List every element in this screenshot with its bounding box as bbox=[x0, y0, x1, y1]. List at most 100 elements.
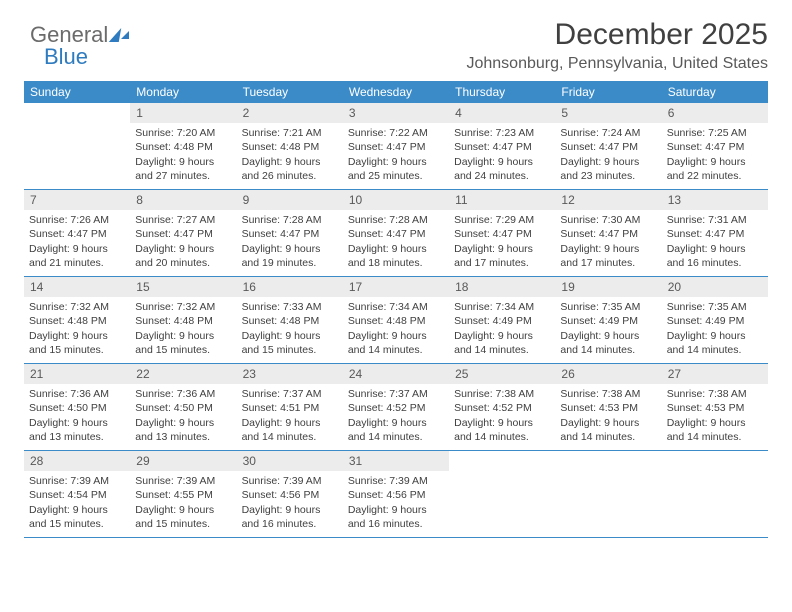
sunrise-text: Sunrise: 7:35 AM bbox=[560, 300, 656, 314]
day-content: Sunrise: 7:38 AMSunset: 4:53 PMDaylight:… bbox=[662, 384, 768, 449]
day-number: 22 bbox=[130, 364, 236, 384]
day-cell: 20Sunrise: 7:35 AMSunset: 4:49 PMDayligh… bbox=[662, 277, 768, 363]
daylight-text: Daylight: 9 hours and 17 minutes. bbox=[454, 242, 550, 270]
day-number: 9 bbox=[237, 190, 343, 210]
sunset-text: Sunset: 4:56 PM bbox=[242, 488, 338, 502]
day-content: Sunrise: 7:21 AMSunset: 4:48 PMDaylight:… bbox=[237, 123, 343, 188]
day-cell: 9Sunrise: 7:28 AMSunset: 4:47 PMDaylight… bbox=[237, 190, 343, 276]
day-cell: 1Sunrise: 7:20 AMSunset: 4:48 PMDaylight… bbox=[130, 103, 236, 189]
sunrise-text: Sunrise: 7:20 AM bbox=[135, 126, 231, 140]
sunset-text: Sunset: 4:49 PM bbox=[454, 314, 550, 328]
sunset-text: Sunset: 4:47 PM bbox=[29, 227, 125, 241]
day-content: Sunrise: 7:35 AMSunset: 4:49 PMDaylight:… bbox=[555, 297, 661, 362]
sunset-text: Sunset: 4:49 PM bbox=[667, 314, 763, 328]
sunrise-text: Sunrise: 7:22 AM bbox=[348, 126, 444, 140]
daylight-text: Daylight: 9 hours and 14 minutes. bbox=[560, 329, 656, 357]
sunrise-text: Sunrise: 7:37 AM bbox=[348, 387, 444, 401]
day-number: 4 bbox=[449, 103, 555, 123]
sunrise-text: Sunrise: 7:29 AM bbox=[454, 213, 550, 227]
daylight-text: Daylight: 9 hours and 15 minutes. bbox=[242, 329, 338, 357]
daylight-text: Daylight: 9 hours and 26 minutes. bbox=[242, 155, 338, 183]
day-number bbox=[555, 451, 661, 470]
sunset-text: Sunset: 4:49 PM bbox=[560, 314, 656, 328]
sunset-text: Sunset: 4:47 PM bbox=[667, 140, 763, 154]
sunrise-text: Sunrise: 7:34 AM bbox=[454, 300, 550, 314]
logo-triangle-icon bbox=[109, 28, 121, 42]
day-content: Sunrise: 7:33 AMSunset: 4:48 PMDaylight:… bbox=[237, 297, 343, 362]
weekday-header-row: SundayMondayTuesdayWednesdayThursdayFrid… bbox=[24, 81, 768, 103]
title-block: December 2025 Johnsonburg, Pennsylvania,… bbox=[24, 18, 768, 73]
daylight-text: Daylight: 9 hours and 14 minutes. bbox=[560, 416, 656, 444]
day-content: Sunrise: 7:36 AMSunset: 4:50 PMDaylight:… bbox=[24, 384, 130, 449]
day-content: Sunrise: 7:39 AMSunset: 4:56 PMDaylight:… bbox=[237, 471, 343, 536]
calendar: SundayMondayTuesdayWednesdayThursdayFrid… bbox=[24, 81, 768, 538]
day-content: Sunrise: 7:32 AMSunset: 4:48 PMDaylight:… bbox=[24, 297, 130, 362]
daylight-text: Daylight: 9 hours and 15 minutes. bbox=[135, 329, 231, 357]
daylight-text: Daylight: 9 hours and 22 minutes. bbox=[667, 155, 763, 183]
day-number: 3 bbox=[343, 103, 449, 123]
day-cell bbox=[662, 451, 768, 537]
day-cell: 19Sunrise: 7:35 AMSunset: 4:49 PMDayligh… bbox=[555, 277, 661, 363]
day-content: Sunrise: 7:34 AMSunset: 4:49 PMDaylight:… bbox=[449, 297, 555, 362]
day-content: Sunrise: 7:28 AMSunset: 4:47 PMDaylight:… bbox=[343, 210, 449, 275]
daylight-text: Daylight: 9 hours and 16 minutes. bbox=[667, 242, 763, 270]
daylight-text: Daylight: 9 hours and 19 minutes. bbox=[242, 242, 338, 270]
day-content: Sunrise: 7:31 AMSunset: 4:47 PMDaylight:… bbox=[662, 210, 768, 275]
sunrise-text: Sunrise: 7:21 AM bbox=[242, 126, 338, 140]
sunrise-text: Sunrise: 7:27 AM bbox=[135, 213, 231, 227]
daylight-text: Daylight: 9 hours and 14 minutes. bbox=[667, 416, 763, 444]
day-content: Sunrise: 7:30 AMSunset: 4:47 PMDaylight:… bbox=[555, 210, 661, 275]
week-row: 21Sunrise: 7:36 AMSunset: 4:50 PMDayligh… bbox=[24, 364, 768, 451]
day-number: 18 bbox=[449, 277, 555, 297]
sunrise-text: Sunrise: 7:25 AM bbox=[667, 126, 763, 140]
sunrise-text: Sunrise: 7:38 AM bbox=[667, 387, 763, 401]
sunrise-text: Sunrise: 7:38 AM bbox=[454, 387, 550, 401]
daylight-text: Daylight: 9 hours and 23 minutes. bbox=[560, 155, 656, 183]
day-number: 8 bbox=[130, 190, 236, 210]
day-number: 24 bbox=[343, 364, 449, 384]
day-content: Sunrise: 7:35 AMSunset: 4:49 PMDaylight:… bbox=[662, 297, 768, 362]
day-content: Sunrise: 7:29 AMSunset: 4:47 PMDaylight:… bbox=[449, 210, 555, 275]
sunset-text: Sunset: 4:47 PM bbox=[454, 227, 550, 241]
sunset-text: Sunset: 4:47 PM bbox=[348, 140, 444, 154]
day-content: Sunrise: 7:38 AMSunset: 4:53 PMDaylight:… bbox=[555, 384, 661, 449]
weeks-container: 1Sunrise: 7:20 AMSunset: 4:48 PMDaylight… bbox=[24, 103, 768, 538]
daylight-text: Daylight: 9 hours and 24 minutes. bbox=[454, 155, 550, 183]
day-number: 17 bbox=[343, 277, 449, 297]
sunset-text: Sunset: 4:47 PM bbox=[560, 140, 656, 154]
sunrise-text: Sunrise: 7:37 AM bbox=[242, 387, 338, 401]
sunrise-text: Sunrise: 7:28 AM bbox=[348, 213, 444, 227]
weekday-header-cell: Wednesday bbox=[343, 81, 449, 103]
daylight-text: Daylight: 9 hours and 27 minutes. bbox=[135, 155, 231, 183]
week-row: 28Sunrise: 7:39 AMSunset: 4:54 PMDayligh… bbox=[24, 451, 768, 538]
day-content: Sunrise: 7:39 AMSunset: 4:55 PMDaylight:… bbox=[130, 471, 236, 536]
day-number: 15 bbox=[130, 277, 236, 297]
sunset-text: Sunset: 4:47 PM bbox=[454, 140, 550, 154]
day-cell: 29Sunrise: 7:39 AMSunset: 4:55 PMDayligh… bbox=[130, 451, 236, 537]
daylight-text: Daylight: 9 hours and 14 minutes. bbox=[348, 416, 444, 444]
day-cell: 16Sunrise: 7:33 AMSunset: 4:48 PMDayligh… bbox=[237, 277, 343, 363]
day-content: Sunrise: 7:20 AMSunset: 4:48 PMDaylight:… bbox=[130, 123, 236, 188]
sunrise-text: Sunrise: 7:28 AM bbox=[242, 213, 338, 227]
week-row: 7Sunrise: 7:26 AMSunset: 4:47 PMDaylight… bbox=[24, 190, 768, 277]
daylight-text: Daylight: 9 hours and 14 minutes. bbox=[348, 329, 444, 357]
day-content: Sunrise: 7:37 AMSunset: 4:52 PMDaylight:… bbox=[343, 384, 449, 449]
daylight-text: Daylight: 9 hours and 14 minutes. bbox=[454, 416, 550, 444]
sunrise-text: Sunrise: 7:30 AM bbox=[560, 213, 656, 227]
logo-triangle-icon-2 bbox=[121, 31, 129, 39]
day-cell: 8Sunrise: 7:27 AMSunset: 4:47 PMDaylight… bbox=[130, 190, 236, 276]
sunrise-text: Sunrise: 7:23 AM bbox=[454, 126, 550, 140]
day-content: Sunrise: 7:26 AMSunset: 4:47 PMDaylight:… bbox=[24, 210, 130, 275]
day-content: Sunrise: 7:38 AMSunset: 4:52 PMDaylight:… bbox=[449, 384, 555, 449]
week-row: 14Sunrise: 7:32 AMSunset: 4:48 PMDayligh… bbox=[24, 277, 768, 364]
day-number bbox=[24, 103, 130, 122]
day-content: Sunrise: 7:36 AMSunset: 4:50 PMDaylight:… bbox=[130, 384, 236, 449]
sunset-text: Sunset: 4:54 PM bbox=[29, 488, 125, 502]
sunrise-text: Sunrise: 7:32 AM bbox=[29, 300, 125, 314]
sunset-text: Sunset: 4:51 PM bbox=[242, 401, 338, 415]
day-number: 16 bbox=[237, 277, 343, 297]
day-number: 30 bbox=[237, 451, 343, 471]
day-cell: 11Sunrise: 7:29 AMSunset: 4:47 PMDayligh… bbox=[449, 190, 555, 276]
day-cell: 4 Sunrise: 7:23 AMSunset: 4:47 PMDaylight… bbox=[449, 103, 555, 189]
day-cell: 26Sunrise: 7:38 AMSunset: 4:53 PMDayligh… bbox=[555, 364, 661, 450]
